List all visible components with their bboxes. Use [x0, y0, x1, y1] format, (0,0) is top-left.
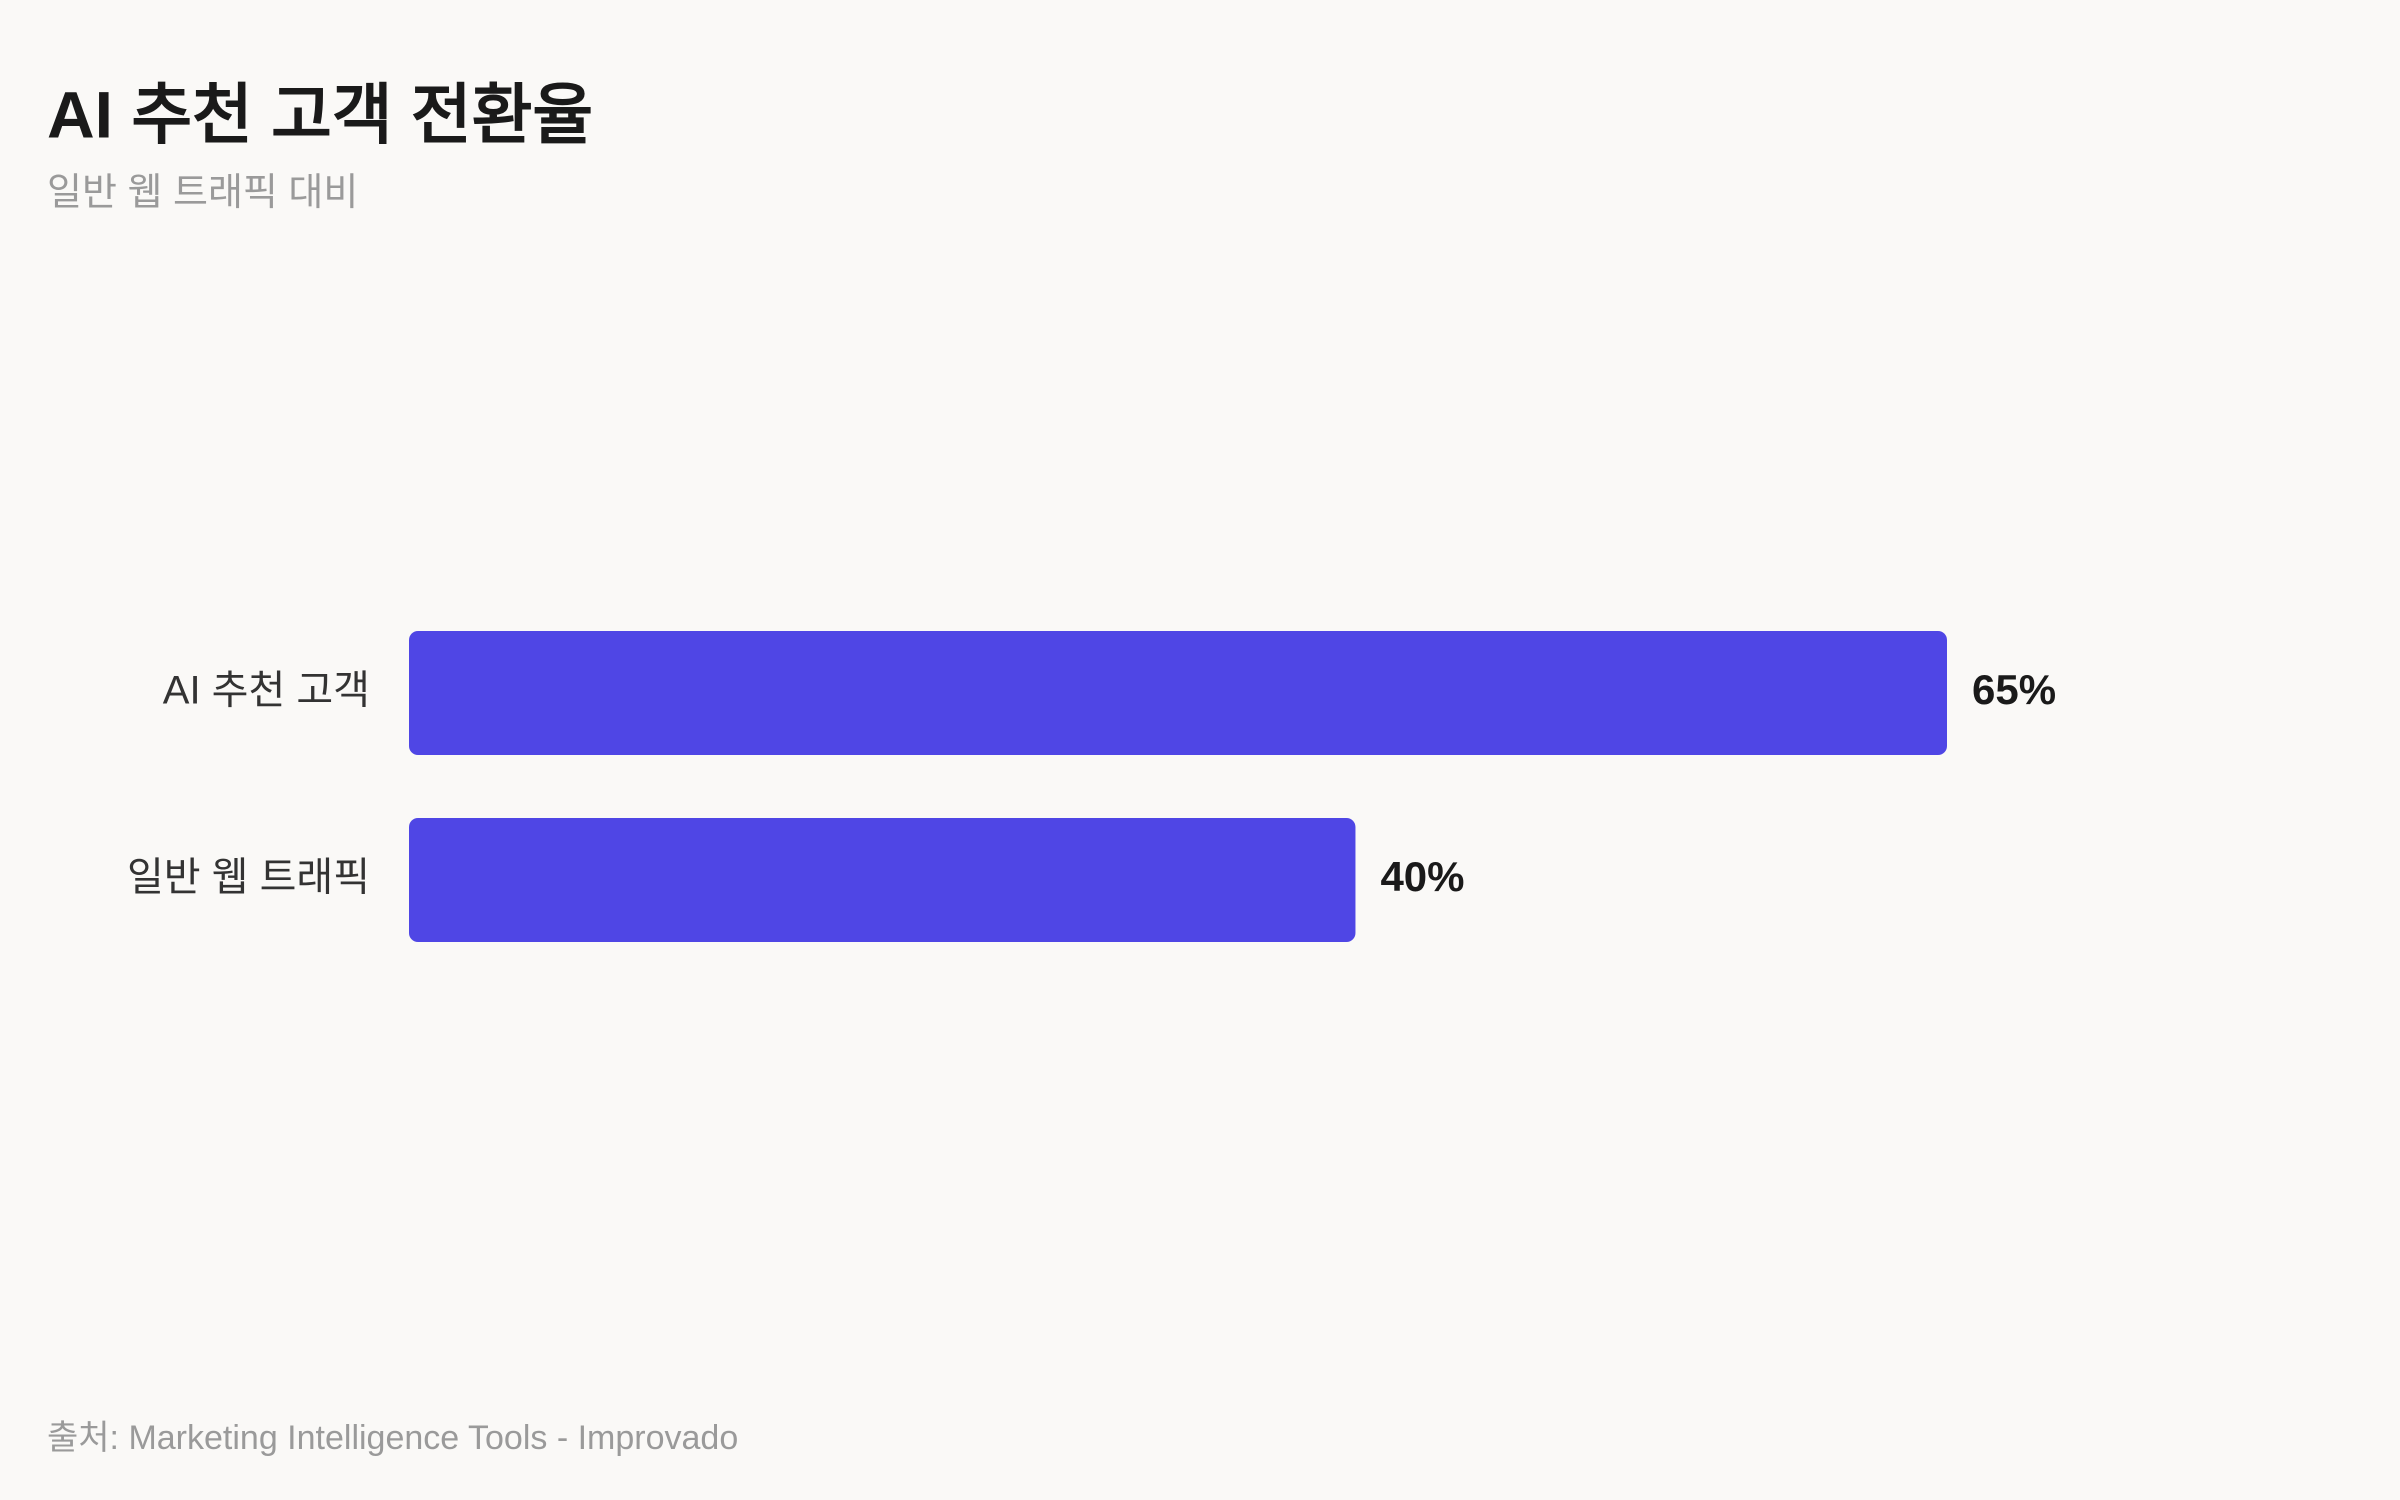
value-label: 40% [1380, 853, 1464, 900]
bar [409, 818, 1356, 942]
bar [409, 631, 1947, 755]
chart-subtitle: 일반 웹 트래픽 대비 [47, 172, 358, 214]
category-label: 일반 웹 트래픽 [127, 856, 370, 900]
category-label: AI 추천 고객 [163, 669, 370, 713]
value-label: 65% [1972, 666, 2056, 713]
source-note: 출처: Marketing Intelligence Tools - Impro… [47, 1419, 738, 1457]
chart-title: AI 추천 고객 전환율 [47, 77, 593, 151]
